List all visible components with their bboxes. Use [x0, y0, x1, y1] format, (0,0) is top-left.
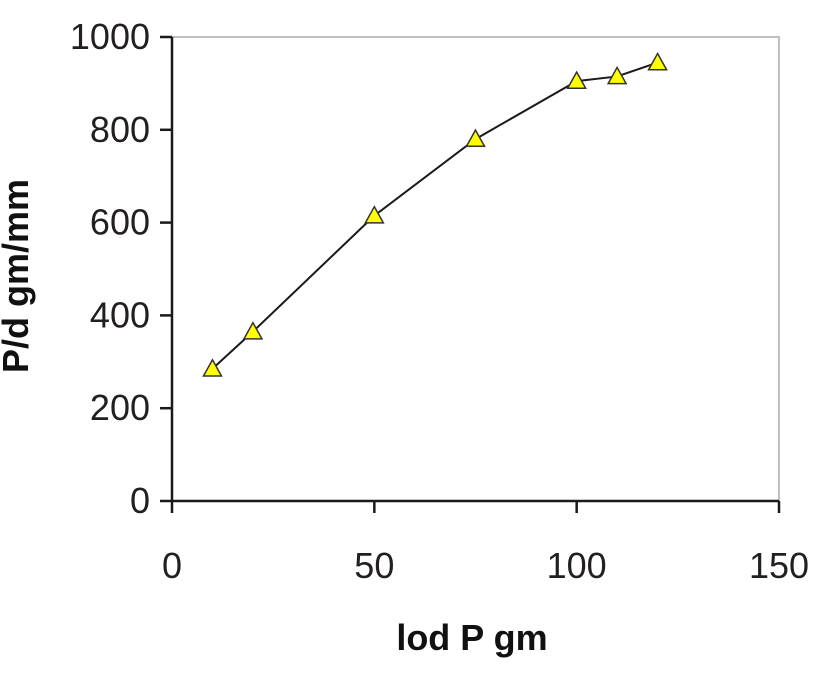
axes-group	[160, 35, 781, 513]
x-axis-title: lod P gm	[396, 617, 547, 658]
y-axis-title: P/d gm/mm	[0, 179, 36, 373]
data-point-triangle	[647, 51, 668, 71]
plot-area-border	[171, 36, 780, 502]
x-tick-label: 100	[547, 545, 607, 586]
y-tick-label: 0	[130, 480, 150, 521]
y-tick-label: 800	[90, 109, 150, 150]
labels-layer: 0 200 400 600 800 1000 0 50 100 150	[70, 16, 809, 586]
data-point-triangle	[566, 70, 587, 90]
series-line	[211, 61, 658, 370]
data-point-triangle	[465, 128, 486, 148]
series-layer	[202, 51, 668, 377]
x-tick-label: 150	[749, 545, 809, 586]
x-tick-label: 0	[162, 545, 182, 586]
y-tick-label: 600	[90, 202, 150, 243]
data-point-triangle	[606, 65, 628, 85]
data-point-triangle	[364, 205, 385, 224]
data-point-triangle	[242, 321, 264, 340]
x-tick-label: 50	[354, 545, 394, 586]
y-tick-label: 400	[90, 294, 150, 335]
data-point-triangle	[202, 358, 223, 377]
y-tick-label: 200	[90, 387, 150, 428]
y-tick-label: 1000	[70, 16, 150, 57]
